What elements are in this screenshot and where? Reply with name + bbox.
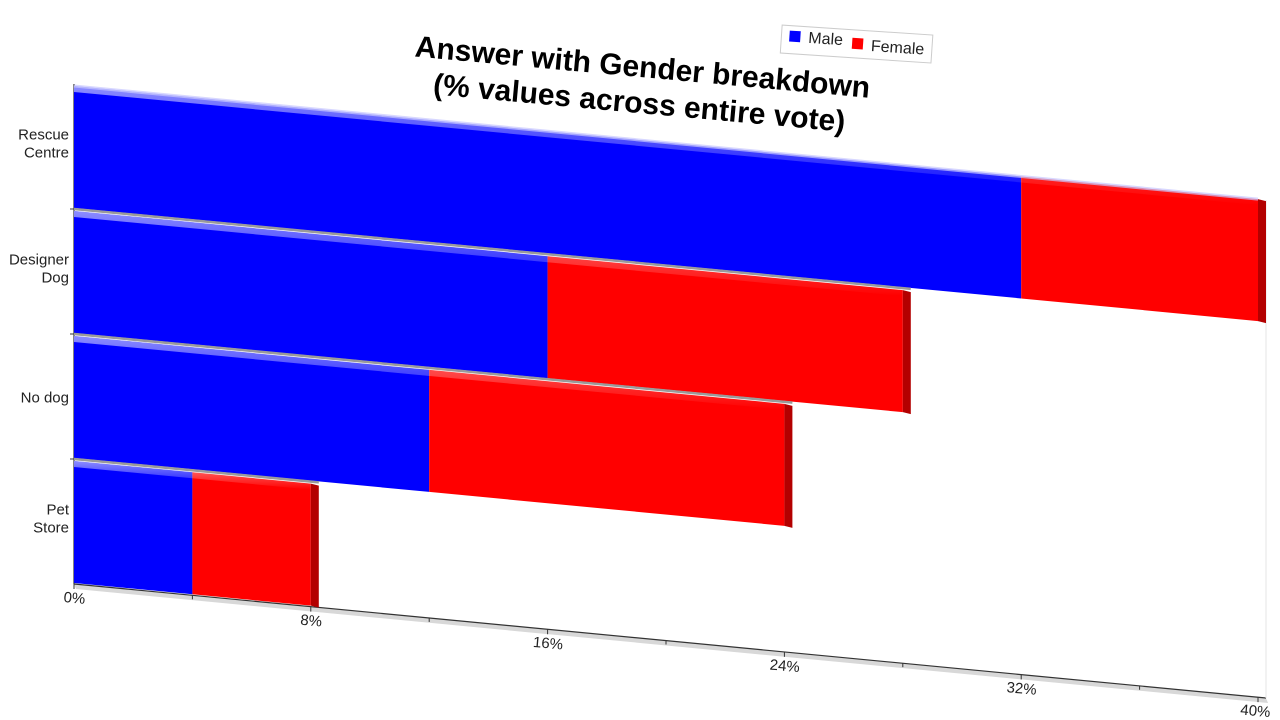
bar-female-designer-dog bbox=[547, 256, 903, 413]
legend-swatch-male bbox=[789, 30, 801, 43]
x-axis-ticks: 0% 8% 16% 24% 32% 40% bbox=[63, 584, 1271, 720]
bar-male-rescue-centre bbox=[74, 86, 1022, 299]
x-tick-label: 16% bbox=[532, 634, 563, 654]
plot-area bbox=[73, 84, 1266, 608]
bar-male-pet-store bbox=[74, 461, 193, 595]
bar-male-no-dog bbox=[74, 336, 430, 492]
x-axis-floor bbox=[74, 584, 1268, 703]
legend-label-female: Female bbox=[870, 38, 924, 59]
legend-label-male: Male bbox=[808, 30, 844, 49]
band-separator bbox=[73, 207, 911, 291]
category-label: Designer Dog bbox=[9, 252, 69, 287]
legend-swatch-female bbox=[851, 37, 864, 50]
top-edge-shine bbox=[73, 84, 1259, 201]
category-label: Pet Store bbox=[33, 502, 70, 537]
legend: Male Female bbox=[779, 24, 934, 64]
bar-side-face bbox=[902, 290, 911, 415]
bar-male-designer-dog bbox=[74, 211, 548, 379]
bar-side-face bbox=[1258, 199, 1266, 324]
bar-side-face bbox=[310, 483, 319, 608]
bar-female-pet-store bbox=[192, 472, 311, 606]
bar-top-highlight bbox=[74, 336, 785, 410]
bar-side-face bbox=[784, 403, 793, 528]
x-tick-label: 0% bbox=[63, 589, 86, 608]
band-separator bbox=[73, 332, 793, 404]
bar-top-highlight bbox=[74, 211, 903, 297]
bar-top-highlight bbox=[74, 461, 311, 490]
x-tick-label: 40% bbox=[1240, 702, 1271, 720]
category-labels: Rescue Centre Designer Dog No dog Pet Store bbox=[9, 127, 74, 537]
bar-female-no-dog bbox=[429, 369, 785, 526]
band-separator bbox=[73, 457, 319, 484]
category-label: No dog bbox=[21, 390, 69, 407]
bar-female-rescue-centre bbox=[1021, 176, 1258, 322]
x-tick-label: 24% bbox=[769, 657, 800, 677]
x-axis-line bbox=[73, 583, 1267, 699]
x-tick-label: 8% bbox=[300, 612, 323, 631]
x-tick-label: 32% bbox=[1006, 679, 1037, 699]
category-label: Rescue Centre bbox=[18, 127, 69, 162]
